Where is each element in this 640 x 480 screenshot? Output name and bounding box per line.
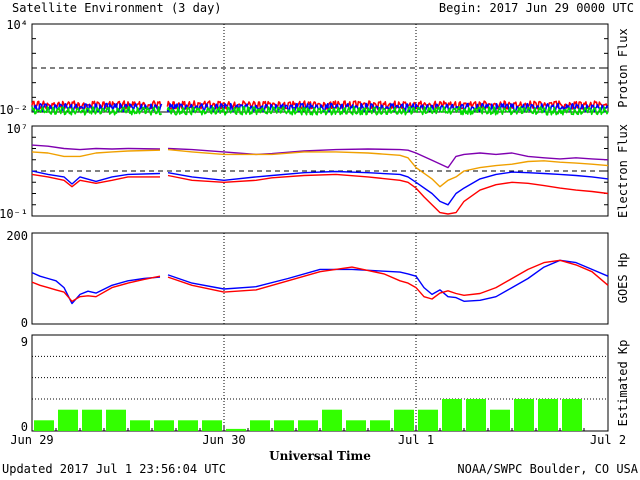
electron-flux-ytick-bottom: 10⁻¹ [0,207,28,221]
kp-bar-18 [466,399,486,431]
proton-series-2-segment-0 [31,106,163,116]
proton-flux-ylabel: Proton Flux [616,28,630,107]
electron-series-0-segment-1 [167,147,609,169]
credit-label: NOAA/SWPC Boulder, CO USA [457,462,638,476]
x-axis-title: Universal Time [269,449,371,463]
kp-bar-16 [418,409,438,431]
kp-ytick-top: 9 [21,335,28,349]
kp-ytick-bottom: 0 [21,420,28,434]
electron-flux-ylabel: Electron Flux [616,124,630,218]
goes-hp-series-0-segment-1 [167,259,609,302]
kp-bar-22 [562,399,582,431]
kp-bar-21 [538,399,558,431]
kp-bar-12 [322,409,342,431]
goes-hp-ytick-top: 200 [6,229,28,243]
xtick-jul1: Jul 1 [398,433,434,447]
kp-bar-3 [106,409,126,431]
electron-series-2-segment-1 [167,170,609,206]
begin-time-label: Begin: 2017 Jun 29 0000 UTC [438,1,634,15]
kp-bar-10 [274,420,294,431]
kp-bar-13 [346,420,366,431]
electron-series-1-segment-1 [167,148,609,188]
kp-bar-8 [226,428,246,431]
kp-bar-15 [394,409,414,431]
kp-bar-5 [154,420,174,431]
kp-bar-6 [178,420,198,431]
proton-flux-ytick-bottom: 10⁻² [0,103,28,117]
kp-bar-7 [202,420,222,431]
electron-series-2-segment-0 [31,170,161,185]
goes-hp-series-1-segment-1 [167,259,609,300]
goes-hp-series-0-segment-0 [31,271,161,305]
electron-flux-ytick-top: 10⁷ [6,122,28,136]
kp-bar-11 [298,420,318,431]
xtick-jul2: Jul 2 [590,433,626,447]
kp-bar-4 [130,420,150,431]
kp-bar-9 [250,420,270,431]
proton-series-2-segment-1 [166,106,609,116]
electron-series-1-segment-0 [31,149,161,158]
electron-series-3-segment-1 [167,173,609,215]
proton-flux-ytick-top: 10⁴ [6,18,28,32]
kp-ylabel: Estimated Kp [616,340,630,427]
chart-title: Satellite Environment (3 day) [12,1,222,15]
kp-bar-0 [34,420,54,431]
kp-bar-2 [82,409,102,431]
goes-hp-ytick-bottom: 0 [21,316,28,330]
kp-bar-1 [58,409,78,431]
xtick-jun30: Jun 30 [202,433,245,447]
goes-hp-series-1-segment-0 [31,275,161,302]
kp-bar-17 [442,399,462,431]
goes-hp-panel-frame [31,232,609,325]
electron-series-0-segment-0 [31,144,161,151]
kp-bar-14 [370,420,390,431]
kp-bar-20 [514,399,534,431]
goes-hp-ylabel: GOES Hp [616,253,630,304]
xtick-jun29: Jun 29 [10,433,53,447]
updated-timestamp: Updated 2017 Jul 1 23:56:04 UTC [2,462,226,476]
electron-series-3-segment-0 [31,173,160,188]
kp-bar-19 [490,409,510,431]
